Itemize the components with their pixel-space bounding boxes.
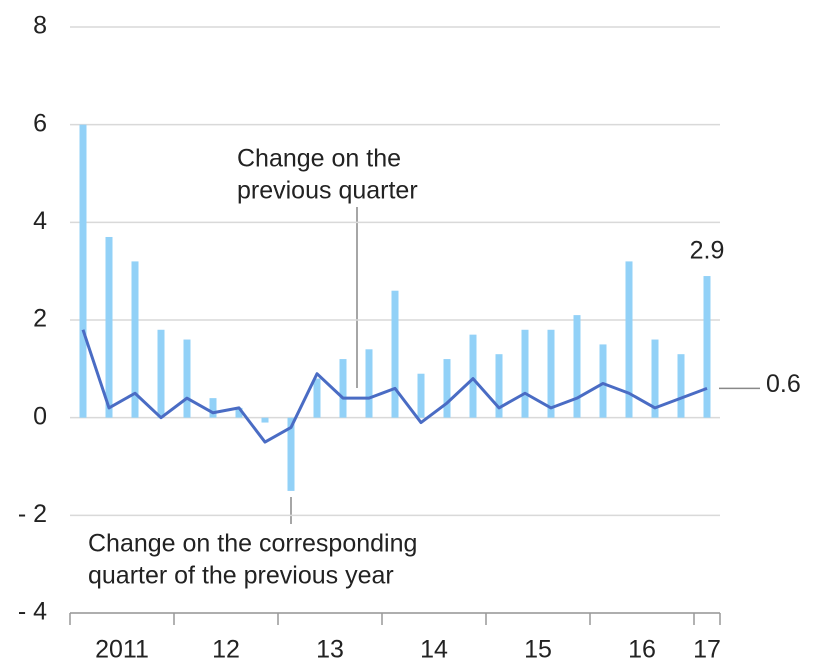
bar [469, 334, 477, 418]
y-tick-label: 2 [33, 305, 47, 333]
x-tick-label: 17 [693, 636, 721, 664]
y-tick-label: 4 [33, 207, 47, 235]
bar [183, 339, 191, 418]
bar [131, 261, 139, 418]
bar [261, 417, 269, 423]
bar [235, 407, 243, 418]
annotation: Change on the corresponding [88, 530, 417, 558]
bar [105, 236, 113, 418]
annotation: Change on the [237, 145, 401, 173]
bar [313, 378, 321, 418]
y-tick-label: 8 [33, 12, 47, 40]
bar [417, 373, 425, 418]
x-tick-label: 15 [524, 636, 552, 664]
bar [703, 276, 711, 418]
line [81, 329, 708, 444]
bar [651, 339, 659, 418]
annotation: previous quarter [237, 177, 418, 205]
bar [547, 329, 555, 418]
x-tick-label: 16 [628, 636, 656, 664]
value-label: 0.6 [766, 370, 801, 398]
value-label: 2.9 [690, 237, 725, 265]
x-tick-label: 14 [420, 636, 448, 664]
y-tick-label: - 4 [18, 598, 47, 626]
x-tick-label: 12 [212, 636, 240, 664]
bar [443, 359, 451, 418]
bar [495, 354, 503, 418]
bar [287, 417, 295, 491]
y-tick-label: 0 [33, 402, 47, 430]
x-tick-label: 2011 [95, 636, 149, 664]
bar [677, 354, 685, 418]
bar [209, 398, 217, 418]
bar [573, 315, 581, 418]
x-tick-label: 13 [316, 636, 344, 664]
bar [339, 359, 347, 418]
bar [365, 349, 373, 418]
bar [79, 124, 87, 418]
annotation: quarter of the previous year [88, 562, 394, 590]
y-tick-label: - 2 [18, 500, 47, 528]
bar [521, 329, 529, 418]
bar [625, 261, 633, 418]
y-tick-label: 6 [33, 109, 47, 137]
bar [157, 329, 165, 418]
bar [391, 290, 399, 418]
bar [599, 344, 607, 418]
